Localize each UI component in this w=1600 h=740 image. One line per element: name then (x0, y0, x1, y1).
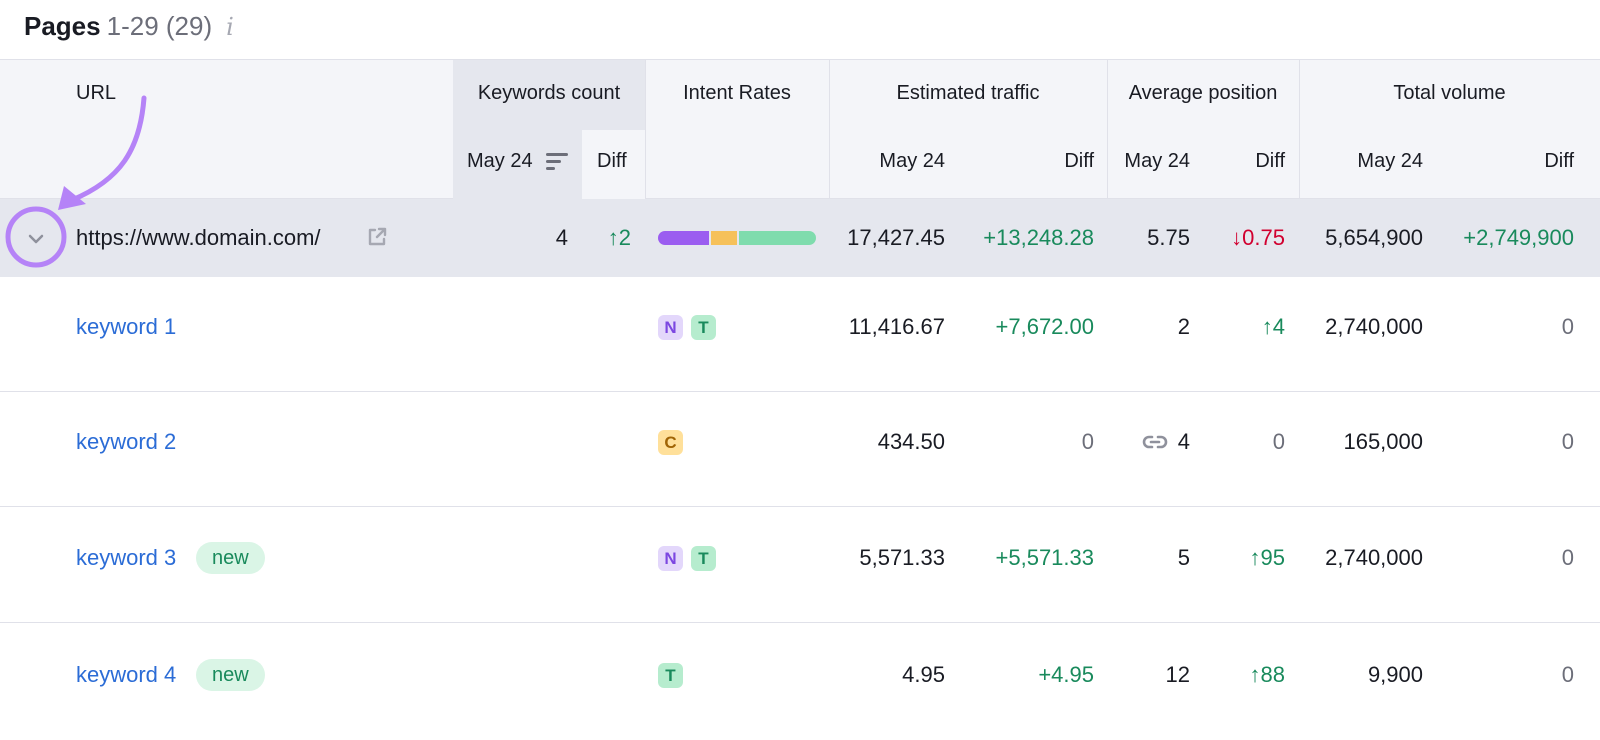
link-icon (1141, 430, 1169, 454)
keyword-link[interactable]: keyword 3 (76, 545, 177, 570)
column-divider (1299, 60, 1300, 199)
traffic-value: 5,571.33 (859, 545, 945, 570)
column-divider (1107, 60, 1108, 199)
intent-badge-n[interactable]: N (658, 315, 683, 340)
column-header-intent-rates[interactable]: Intent Rates (683, 82, 791, 104)
external-link-icon[interactable] (364, 224, 390, 250)
subheader-volume-period[interactable]: May 24 (1357, 150, 1423, 172)
intent-segment-commercial (710, 231, 737, 245)
position-diff: 0 (1272, 429, 1285, 454)
position-diff: ↑4 (1261, 314, 1285, 339)
avg-position-diff: ↓0.75 (1231, 225, 1285, 250)
volume-value: 5,654,900 (1325, 225, 1423, 250)
volume-value: 2,740,000 (1325, 314, 1423, 339)
subheader-keywords-period[interactable]: May 24 (467, 150, 533, 172)
volume-diff: +2,749,900 (1463, 225, 1574, 250)
column-header-url[interactable]: URL (76, 82, 117, 104)
column-header-keywords-count[interactable]: Keywords count (477, 82, 621, 104)
column-header-average-position[interactable]: Average position (1128, 82, 1278, 104)
traffic-diff: +7,672.00 (995, 314, 1094, 339)
subheader-traffic-period[interactable]: May 24 (879, 150, 945, 172)
page-title: Pages 1-29 (29) i (24, 10, 234, 43)
subheader-position-diff[interactable]: Diff (1255, 150, 1285, 172)
intent-badge-t[interactable]: T (691, 546, 716, 571)
table-row[interactable]: keyword 2 C 434.50 0 4 0 165,000 0 (0, 392, 1600, 507)
url-row[interactable]: https://www.domain.com/ 4 ↑2 17,427.45 +… (0, 199, 1600, 277)
page-title-label: Pages (24, 11, 101, 41)
intent-badge-n[interactable]: N (658, 546, 683, 571)
intent-segment-navigational (658, 231, 709, 245)
subheader-volume-diff[interactable]: Diff (1544, 150, 1574, 172)
table-header: URL Keywords count Intent Rates Estimate… (0, 60, 1600, 199)
traffic-value: 434.50 (877, 429, 945, 454)
keywords-count-diff: ↑2 (607, 225, 631, 250)
traffic-diff: 0 (1081, 429, 1094, 454)
position-diff: ↑88 (1249, 662, 1285, 687)
info-icon[interactable]: i (226, 13, 234, 41)
position-value: 5 (1177, 545, 1190, 570)
position-value: 12 (1165, 662, 1190, 687)
volume-diff: 0 (1561, 662, 1574, 687)
keyword-link[interactable]: keyword 2 (76, 429, 177, 454)
traffic-diff: +13,248.28 (983, 225, 1094, 250)
column-header-estimated-traffic[interactable]: Estimated traffic (896, 82, 1040, 104)
intent-badge-t[interactable]: T (658, 663, 683, 688)
traffic-value: 17,427.45 (847, 225, 945, 250)
volume-value: 9,900 (1367, 662, 1423, 687)
traffic-value: 11,416.67 (848, 314, 945, 339)
volume-value: 2,740,000 (1325, 545, 1423, 570)
intent-segment-transactional (739, 231, 816, 245)
keyword-link[interactable]: keyword 4 (76, 662, 177, 687)
pages-title-bar: Pages 1-29 (29) i (0, 0, 1600, 60)
url-link[interactable]: https://www.domain.com/ (76, 225, 321, 250)
table-row[interactable]: keyword 4 new T 4.95 +4.95 12 ↑88 9,900 … (0, 625, 1600, 740)
intent-rates-bar[interactable] (658, 231, 816, 245)
avg-position-value: 5.75 (1147, 225, 1190, 250)
subheader-traffic-diff[interactable]: Diff (1064, 150, 1094, 172)
volume-diff: 0 (1561, 429, 1574, 454)
intent-badge-t[interactable]: T (691, 315, 716, 340)
subheader-keywords-diff[interactable]: Diff (597, 150, 627, 172)
subheader-position-period[interactable]: May 24 (1124, 150, 1190, 172)
position-diff: ↑95 (1249, 545, 1285, 570)
page-range: 1-29 (29) (106, 11, 213, 41)
sort-icon[interactable] (546, 153, 568, 171)
table-row[interactable]: keyword 3 new N T 5,571.33 +5,571.33 5 ↑… (0, 508, 1600, 623)
table-row[interactable]: keyword 1 N T 11,416.67 +7,672.00 2 ↑4 2… (0, 277, 1600, 392)
intent-badge-c[interactable]: C (658, 430, 683, 455)
column-divider (645, 60, 646, 199)
traffic-diff: +4.95 (1038, 662, 1094, 687)
chevron-down-icon[interactable] (22, 225, 50, 253)
position-value: 2 (1177, 314, 1190, 339)
column-header-total-volume[interactable]: Total volume (1393, 82, 1506, 104)
volume-diff: 0 (1561, 314, 1574, 339)
volume-diff: 0 (1561, 545, 1574, 570)
keyword-link[interactable]: keyword 1 (76, 314, 177, 339)
volume-value: 165,000 (1343, 429, 1423, 454)
new-badge: new (196, 542, 265, 574)
column-divider (829, 60, 830, 199)
traffic-value: 4.95 (902, 662, 945, 687)
keywords-count-value[interactable]: 4 (555, 225, 568, 250)
position-value: 4 (1177, 429, 1190, 454)
keywords-diff-header-bg (582, 130, 645, 199)
new-badge: new (196, 659, 265, 691)
traffic-diff: +5,571.33 (995, 545, 1094, 570)
